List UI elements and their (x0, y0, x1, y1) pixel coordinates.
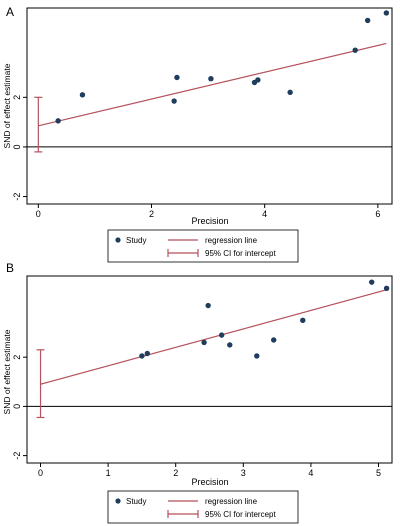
panel-a-study-point (352, 47, 358, 53)
panel-a-study-point (364, 17, 371, 24)
panel-a-study-point (383, 10, 390, 16)
panel-b-y-tick-label: -2 (12, 452, 22, 460)
panel-b-legend-ci-label: 95% CI for intercept (205, 510, 276, 519)
panel-b-study-point (227, 342, 233, 348)
panel-b-x-tick-label: 2 (173, 468, 178, 478)
panel-b-x-tick-label: 0 (38, 468, 43, 478)
panel-b-legend-box (107, 490, 299, 524)
panel-b-study-point (383, 285, 390, 292)
panel-b-study-point (271, 337, 277, 343)
panel-b-legend-study-symbol (115, 498, 121, 504)
panel-b-study-point (369, 279, 375, 285)
panel-a-study-point (208, 76, 214, 82)
panel-a-legend-study-label: Study (126, 236, 146, 245)
panel-b-x-axis-label: Precision (191, 477, 228, 487)
panel-a-x-tick-label: 4 (262, 209, 267, 219)
panel-a-study-point (287, 89, 293, 96)
panel-a-y-tick-label: -2 (12, 193, 22, 201)
panel-b-study-point (218, 332, 225, 338)
panel-a-legend-box (107, 229, 299, 263)
panel-b-study-point (144, 350, 151, 357)
panel-b-study-point (300, 317, 306, 323)
panel-b-x-tick-label: 5 (376, 468, 381, 478)
panel-a-label: A (6, 5, 14, 19)
panel-a-y-tick-label: 2 (12, 95, 22, 100)
panel-b-study-point (254, 353, 260, 359)
panel-a-x-tick-label: 0 (36, 209, 41, 219)
panel-a-y-tick-label: 0 (12, 144, 22, 149)
panel-a-study-point (171, 98, 177, 104)
panel-b-legend-regression-label: regression line (205, 497, 258, 506)
panel-a-regression-line (38, 42, 387, 127)
panel-b-marks: 0 1 2 3 4 5 -2 0 2 (12, 279, 392, 478)
panel-a: A 0 2 4 6 -2 0 2 Precision SND of effect estim… (2, 5, 393, 263)
panel-a-x-tick-label: 6 (375, 209, 380, 219)
panel-b-y-axis-label: SND of effect estimate (2, 329, 12, 414)
panel-b: B 0 1 2 3 4 5 -2 0 2 Precision SND of effect est… (2, 261, 393, 524)
panel-a-study-point (55, 118, 61, 124)
panel-b-x-tick-label: 3 (241, 468, 246, 478)
panel-a-x-axis-label: Precision (191, 216, 228, 226)
panel-b-regression-line (40, 289, 387, 385)
panel-a-study-point (174, 74, 180, 81)
panel-b-study-point (205, 302, 211, 309)
panel-b-x-tick-label: 1 (106, 468, 111, 478)
panel-a-study-point (255, 77, 261, 83)
panel-b-x-tick-label: 4 (308, 468, 313, 478)
panel-b-y-tick-label: 2 (12, 355, 22, 360)
panel-a-legend-ci-label: 95% CI for intercept (205, 249, 276, 258)
panel-b-plot-frame (26, 275, 393, 464)
panel-b-study-point (139, 353, 145, 359)
panel-b-label: B (6, 261, 14, 275)
panel-b-legend: Study regression line 95% CI for interce… (107, 490, 299, 524)
panel-a-legend: Study regression line 95% CI for interce… (107, 229, 299, 263)
panel-b-study-point (201, 339, 207, 346)
panel-b-y-tick-label: 0 (12, 404, 22, 409)
panel-a-plot-frame (26, 7, 393, 205)
panel-a-marks: 0 2 4 6 -2 0 2 (12, 10, 392, 219)
panel-a-legend-study-symbol (115, 237, 121, 243)
panel-b-legend-study-label: Study (126, 497, 146, 506)
panel-a-y-axis-label: SND of effect estimate (2, 63, 12, 148)
panel-b-legend-ci-symbol (167, 510, 199, 518)
panel-a-study-point (79, 92, 86, 98)
panel-a-legend-ci-symbol (167, 249, 199, 257)
panel-a-legend-regression-label: regression line (205, 236, 258, 245)
panel-a-x-tick-label: 2 (149, 209, 154, 219)
